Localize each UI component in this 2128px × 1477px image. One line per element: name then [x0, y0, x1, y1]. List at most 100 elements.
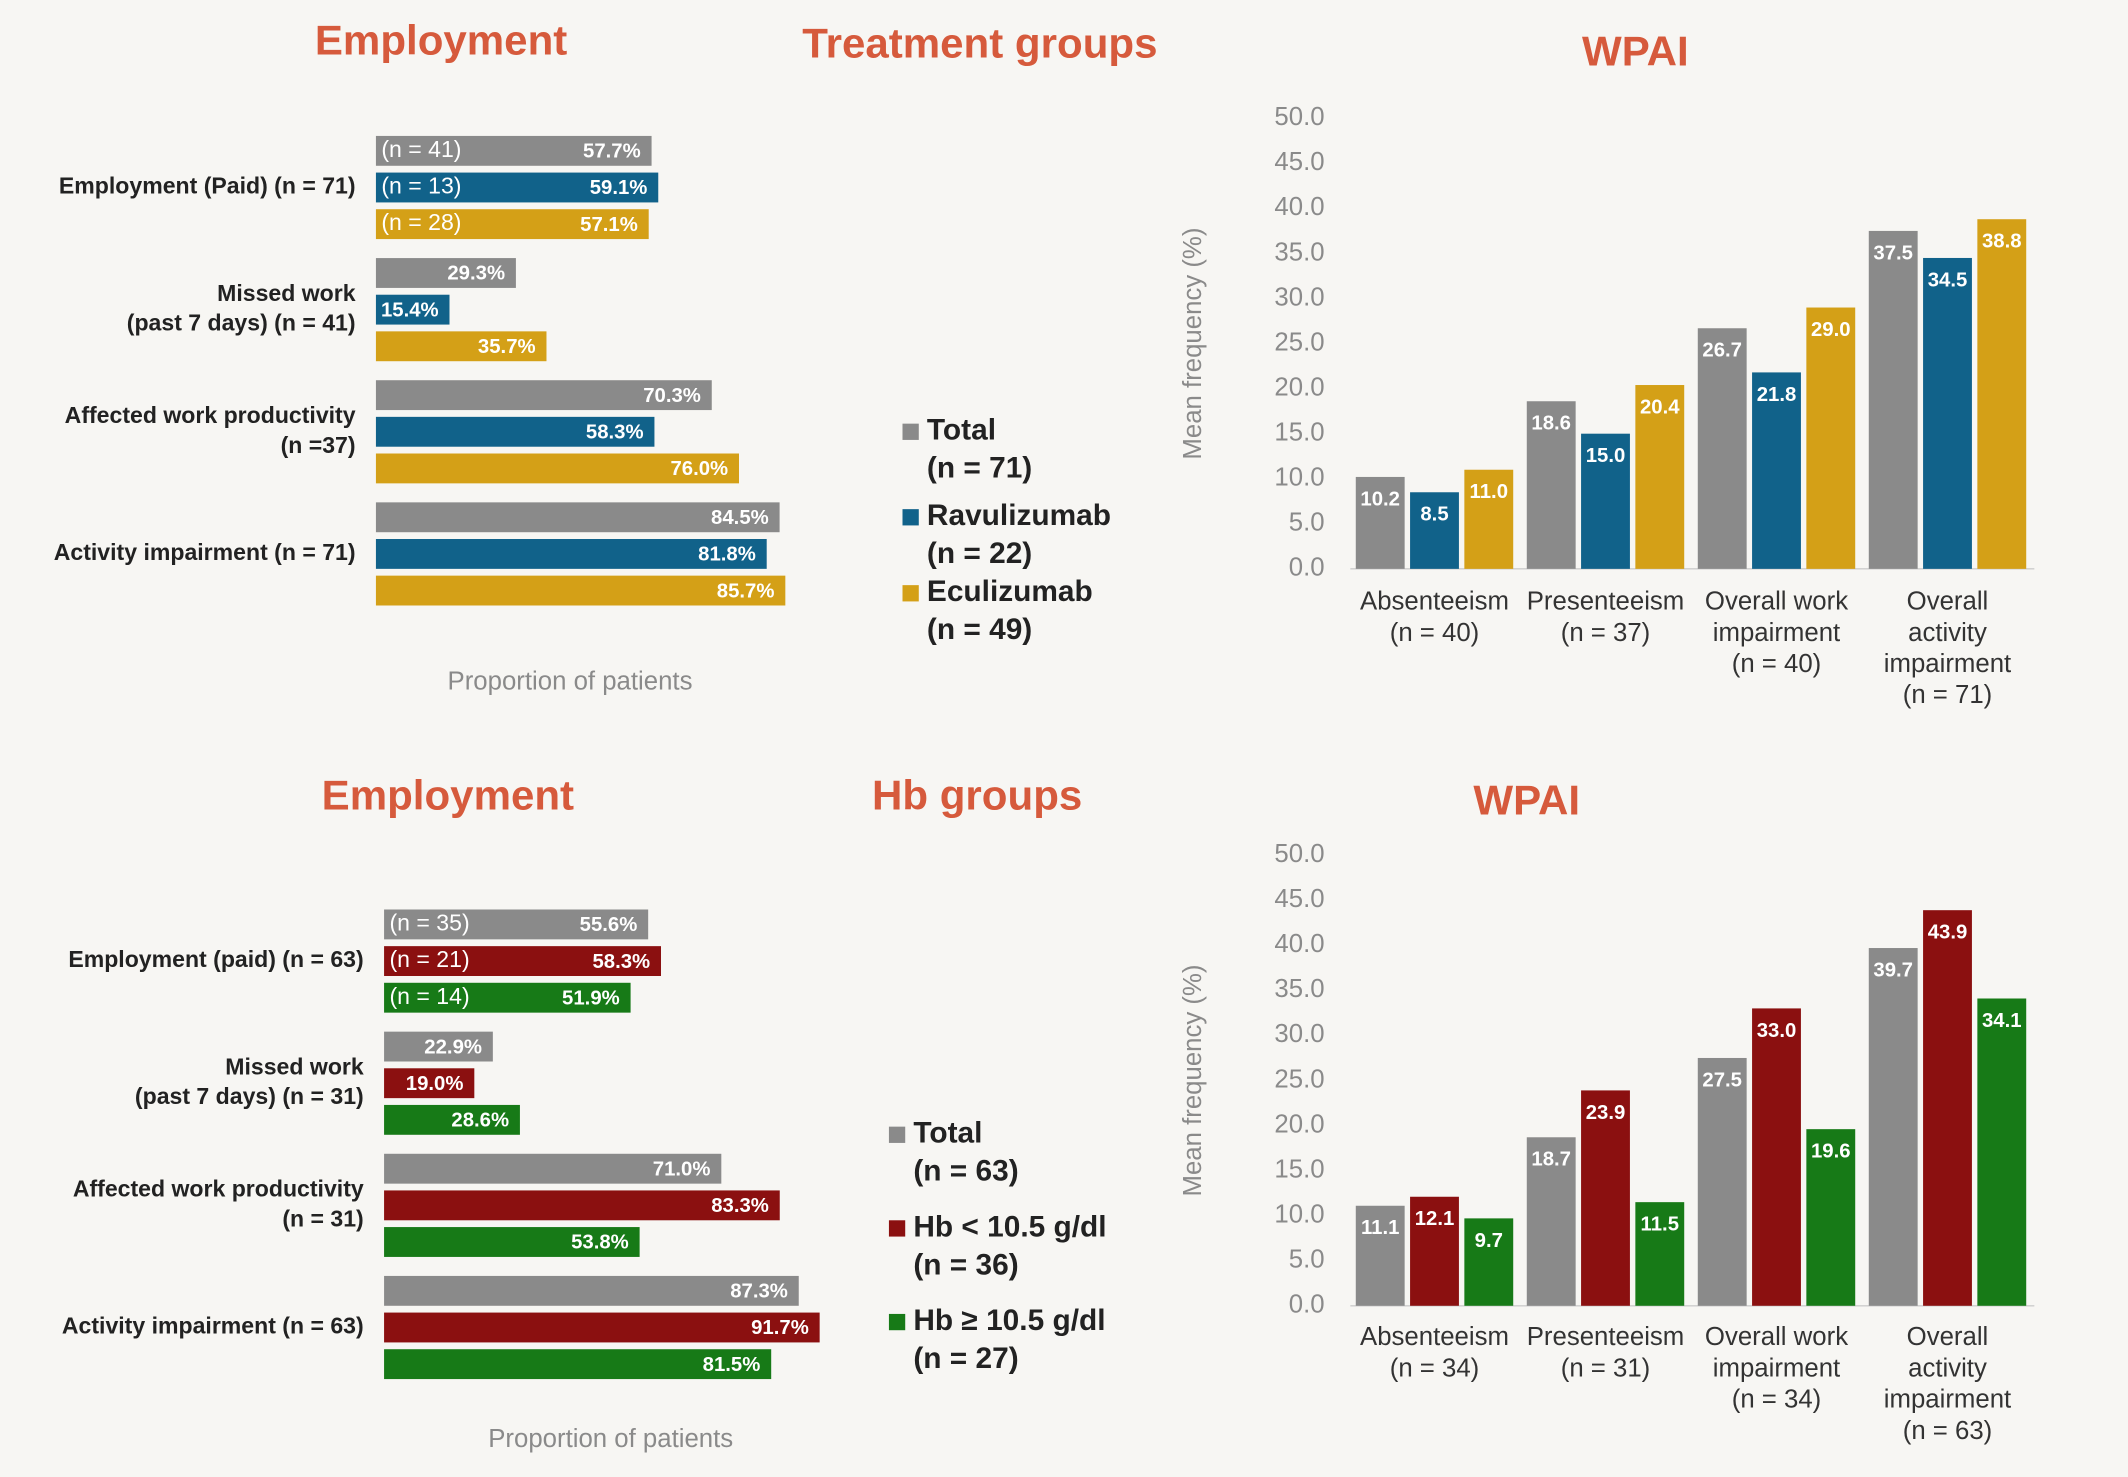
- bar: [384, 1190, 780, 1221]
- x-tick-label: Overall work: [1705, 1323, 1848, 1351]
- value-label: 57.1%: [580, 214, 638, 236]
- value-label: 53.8%: [571, 1232, 629, 1254]
- value-label: 81.5%: [703, 1354, 761, 1376]
- value-label: 11.1: [1361, 1217, 1399, 1239]
- value-label: 34.5: [1928, 269, 1968, 291]
- value-label: 8.5: [1420, 504, 1448, 526]
- bar: [375, 502, 780, 533]
- bar: [384, 1153, 722, 1184]
- x-tick-label: Absenteeism: [1360, 588, 1509, 616]
- legend-count: (n = 27): [913, 1342, 1018, 1375]
- legend-label: Hb < 10.5 g/dl: [913, 1210, 1106, 1243]
- legend-label: Ravulizumab: [927, 499, 1111, 532]
- value-label: 15.0: [1586, 445, 1626, 467]
- value-label: 21.8: [1757, 384, 1797, 406]
- legend-count: (n = 71): [927, 452, 1032, 485]
- legend-swatch: [888, 1126, 906, 1143]
- x-tick-label: impairment: [1884, 650, 2011, 678]
- bar: [384, 1349, 772, 1380]
- bar-note: (n = 35): [390, 910, 470, 936]
- value-label: 87.3%: [730, 1281, 788, 1303]
- legend-swatch: [888, 1313, 906, 1331]
- value-label: 38.8: [1982, 231, 2022, 253]
- y-tick-label: 40.0: [1274, 930, 1324, 958]
- category-label: Activity impairment (n = 63): [62, 1313, 364, 1339]
- value-label: 85.7%: [717, 580, 775, 602]
- legend-count: (n = 22): [927, 537, 1032, 570]
- bar: [375, 453, 739, 484]
- bar: [375, 416, 655, 447]
- legend-label: Eculizumab: [927, 575, 1093, 608]
- bar: [1526, 401, 1576, 569]
- x-tick-label: Overall work: [1705, 588, 1848, 616]
- value-label: 71.0%: [653, 1158, 711, 1180]
- category-label: Affected work productivity: [73, 1176, 364, 1202]
- y-tick-label: 50.0: [1274, 840, 1324, 868]
- bar: [1806, 307, 1856, 569]
- bar: [1923, 257, 1972, 569]
- x-tick-label: (n = 63): [1903, 1417, 1993, 1445]
- x-tick-label: Presenteeism: [1527, 588, 1685, 616]
- legend-count: (n = 36): [913, 1248, 1018, 1281]
- value-label: 19.0%: [406, 1073, 464, 1095]
- x-tick-label: (n = 34): [1732, 1386, 1822, 1414]
- value-label: 26.7: [1702, 340, 1742, 362]
- y-tick-label: 45.0: [1274, 885, 1324, 913]
- bar: [1697, 1057, 1747, 1306]
- value-label: 76.0%: [670, 458, 728, 480]
- y-tick-label: 35.0: [1274, 975, 1324, 1003]
- bar: [375, 294, 450, 325]
- legend-count: (n = 63): [913, 1155, 1018, 1188]
- x-axis-label: Proportion of patients: [488, 1425, 733, 1453]
- bar: [1752, 1008, 1801, 1306]
- bar: [375, 575, 786, 606]
- x-tick-label: (n = 71): [1903, 681, 1993, 709]
- x-tick-label: (n = 34): [1390, 1354, 1480, 1382]
- value-label: 35.7%: [478, 336, 536, 358]
- value-label: 19.6: [1811, 1141, 1851, 1163]
- legend-label: Total: [927, 414, 996, 447]
- y-axis-label: Mean frequency (%): [1179, 228, 1207, 460]
- legend-swatch: [902, 423, 919, 440]
- value-label: 59.1%: [590, 177, 648, 199]
- y-tick-label: 50.0: [1274, 103, 1324, 131]
- value-label: 11.0: [1470, 481, 1508, 503]
- value-label: 27.5: [1702, 1069, 1742, 1091]
- value-label: 43.9: [1928, 922, 1968, 944]
- value-label: 20.4: [1640, 396, 1680, 418]
- x-axis-label: Proportion of patients: [448, 668, 693, 696]
- bar: [384, 1068, 475, 1099]
- x-tick-label: impairment: [1713, 619, 1840, 647]
- y-axis-label: Mean frequency (%): [1179, 965, 1207, 1197]
- bar: [1977, 998, 2027, 1306]
- bar: [384, 1104, 520, 1135]
- bar: [1581, 1090, 1630, 1306]
- value-label: 81.8%: [698, 544, 756, 566]
- legend-label: Hb ≥ 10.5 g/dl: [913, 1304, 1105, 1337]
- bar: [1581, 433, 1630, 569]
- bar: [384, 909, 649, 940]
- y-tick-label: 40.0: [1274, 193, 1324, 221]
- y-tick-label: 0.0: [1289, 554, 1325, 582]
- value-label: 58.3%: [592, 951, 650, 973]
- x-tick-label: (n = 40): [1732, 650, 1822, 678]
- bar: [1635, 1202, 1685, 1306]
- y-tick-label: 5.0: [1289, 509, 1325, 537]
- value-label: 12.1: [1415, 1208, 1455, 1230]
- bar: [1355, 1205, 1405, 1306]
- y-tick-label: 45.0: [1274, 148, 1324, 176]
- section-title: Hb groups: [872, 771, 1082, 818]
- value-label: 58.3%: [586, 422, 644, 444]
- bar: [1752, 372, 1801, 569]
- x-tick-label: activity: [1908, 1354, 1987, 1382]
- category-label: (n =37): [281, 432, 356, 458]
- y-tick-label: 15.0: [1274, 418, 1324, 446]
- bar: [1697, 328, 1747, 569]
- value-label: 33.0: [1757, 1020, 1797, 1042]
- value-label: 10.2: [1360, 488, 1400, 510]
- bar: [375, 539, 767, 569]
- bar: [375, 172, 659, 203]
- bar: [1355, 476, 1405, 569]
- value-label: 70.3%: [643, 385, 701, 407]
